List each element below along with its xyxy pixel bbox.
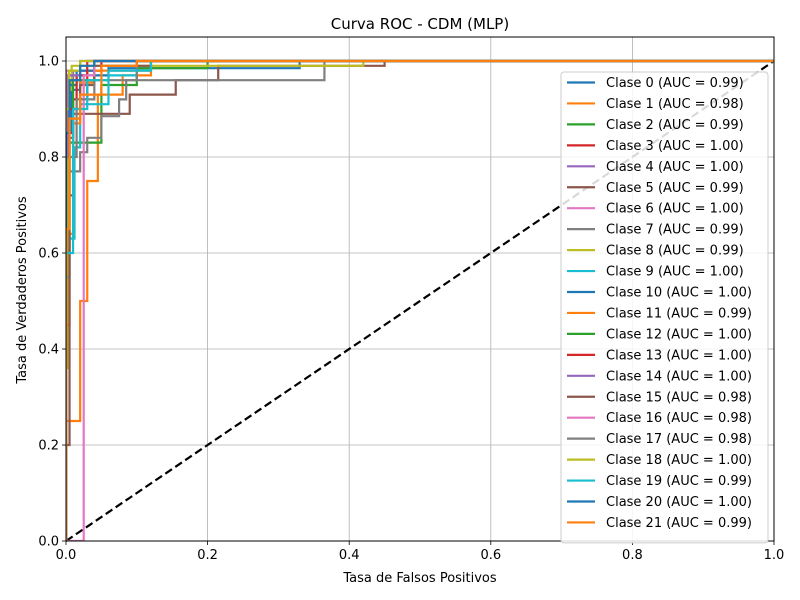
legend-label: Clase 9 (AUC = 1.00) bbox=[606, 265, 744, 280]
legend-label: Clase 1 (AUC = 0.98) bbox=[606, 97, 744, 112]
legend-label: Clase 10 (AUC = 1.00) bbox=[606, 286, 752, 301]
legend-label: Clase 18 (AUC = 1.00) bbox=[606, 453, 752, 468]
legend-label: Clase 16 (AUC = 0.98) bbox=[606, 411, 752, 426]
ticks: 0.0 0.2 0.4 0.6 0.8 1.0 0.0 0.2 0.4 0.6 0.8 1.0 bbox=[38, 55, 784, 564]
y-tick-label: 1.0 bbox=[38, 55, 59, 70]
x-tick-label: 0.4 bbox=[339, 548, 360, 563]
plot-frame bbox=[65, 36, 775, 542]
y-tick-label: 0.2 bbox=[38, 439, 59, 454]
legend-label: Clase 15 (AUC = 0.98) bbox=[606, 390, 752, 405]
legend-label: Clase 14 (AUC = 1.00) bbox=[606, 369, 752, 384]
legend-label: Clase 2 (AUC = 0.99) bbox=[606, 118, 744, 133]
legend-label: Clase 12 (AUC = 1.00) bbox=[606, 327, 752, 342]
roc-line-clase-18 bbox=[66, 59, 774, 541]
series-layer bbox=[66, 59, 774, 541]
legend-label: Clase 0 (AUC = 0.99) bbox=[606, 76, 744, 91]
legend-label: Clase 13 (AUC = 1.00) bbox=[606, 348, 752, 363]
legend-label: Clase 4 (AUC = 1.00) bbox=[606, 160, 744, 175]
y-tick-label: 0.6 bbox=[38, 247, 59, 262]
x-tick-label: 0.2 bbox=[197, 548, 218, 563]
x-tick-label: 0.8 bbox=[622, 548, 643, 563]
x-tick-label: 0.0 bbox=[56, 548, 77, 563]
legend-label: Clase 20 (AUC = 1.00) bbox=[606, 495, 752, 510]
x-axis-label: Tasa de Falsos Positivos bbox=[342, 571, 497, 586]
legend: Clase 0 (AUC = 0.99) Clase 1 (AUC = 0.98)… bbox=[560, 71, 769, 544]
chart-title: Curva ROC - CDM (MLP) bbox=[331, 15, 509, 33]
roc-line-clase-20 bbox=[66, 59, 774, 541]
legend-label: Clase 5 (AUC = 0.99) bbox=[606, 181, 744, 196]
legend-label: Clase 11 (AUC = 0.99) bbox=[606, 306, 752, 321]
legend-box bbox=[560, 71, 769, 544]
legend-label: Clase 21 (AUC = 0.99) bbox=[606, 516, 752, 531]
legend-label: Clase 3 (AUC = 1.00) bbox=[606, 139, 744, 154]
legend-label: Clase 17 (AUC = 0.98) bbox=[606, 432, 752, 447]
legend-label: Clase 8 (AUC = 0.99) bbox=[606, 244, 744, 259]
y-tick-label: 0.0 bbox=[38, 535, 59, 550]
legend-label: Clase 7 (AUC = 0.99) bbox=[606, 223, 744, 238]
roc-line-clase-19 bbox=[66, 59, 774, 541]
roc-line-clase-1 bbox=[66, 59, 774, 541]
y-axis-label: Tasa de Verdaderos Positivos bbox=[15, 196, 30, 384]
x-tick-label: 1.0 bbox=[764, 548, 785, 563]
y-tick-label: 0.4 bbox=[38, 343, 59, 358]
legend-label: Clase 19 (AUC = 0.99) bbox=[606, 474, 752, 489]
x-tick-label: 0.6 bbox=[480, 548, 501, 563]
roc-line-clase-21 bbox=[66, 59, 774, 541]
y-tick-label: 0.8 bbox=[38, 151, 59, 166]
roc-line-clase-7 bbox=[66, 59, 774, 541]
legend-label: Clase 6 (AUC = 1.00) bbox=[606, 202, 744, 217]
